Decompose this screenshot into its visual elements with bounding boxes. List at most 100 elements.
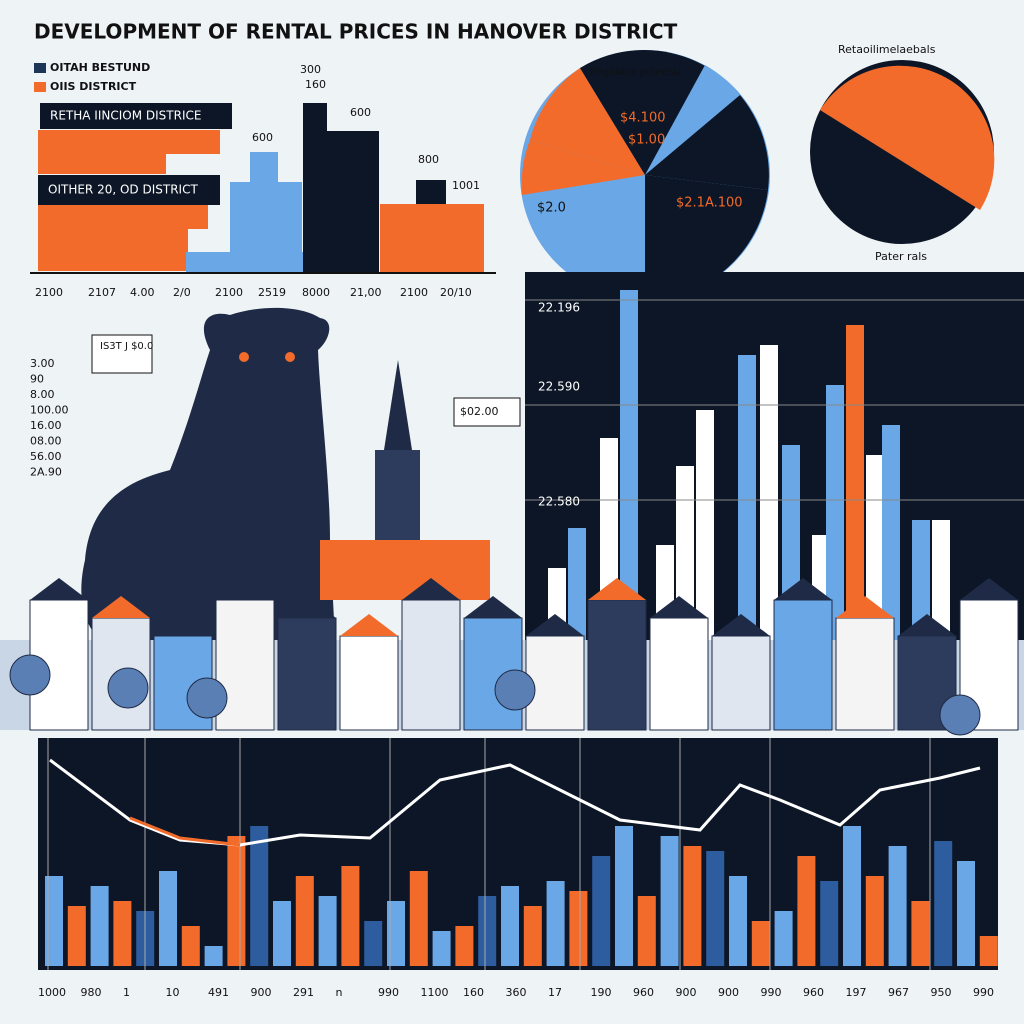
eye [239, 352, 249, 362]
bar-label: 600 [252, 131, 273, 144]
bar-shape [760, 345, 778, 652]
axis-label: 22.590 [538, 380, 580, 394]
slice [580, 49, 645, 175]
bar-shape [888, 846, 907, 966]
x-label: 1 [123, 986, 130, 999]
bar-shape [957, 861, 975, 966]
x-label: 990 [973, 986, 994, 999]
callout-box [91, 334, 153, 374]
x-label: 160 [463, 986, 484, 999]
scale-label: 3.00 [30, 357, 55, 370]
box-label: OITHER 20, OD DISTRICT [48, 183, 198, 197]
bar [38, 229, 188, 249]
bar-shape [204, 946, 223, 966]
roof [154, 614, 212, 636]
bar [186, 252, 304, 272]
roof [836, 596, 894, 618]
x-label: 21,00 [350, 286, 382, 299]
label-box [38, 175, 220, 205]
label-box [40, 103, 232, 129]
x-label: 190 [591, 986, 612, 999]
scale-label: 8.00 [30, 388, 55, 401]
roof [712, 614, 770, 636]
scale-label: 56.00 [30, 450, 62, 463]
tree [186, 677, 228, 719]
bar-shape [409, 871, 428, 966]
bar-panel [30, 63, 496, 274]
bar-shape [113, 901, 132, 966]
bar-shape [592, 856, 611, 966]
bar-shape [637, 896, 656, 966]
scale-label: 16.00 [30, 419, 62, 432]
house [587, 599, 647, 731]
bar-shape [882, 425, 900, 652]
bar-shape [615, 826, 633, 966]
bar-shape [568, 528, 586, 652]
house [711, 635, 771, 731]
x-label: 4.00 [130, 286, 155, 299]
panther [81, 307, 335, 640]
bar-shape [159, 871, 177, 966]
bar-shape [90, 886, 109, 966]
scale-label: 08.00 [30, 435, 62, 448]
bar-shape [341, 866, 360, 966]
bar-shape [751, 921, 770, 966]
x-label: 360 [506, 986, 527, 999]
x-label: 20/10 [440, 286, 472, 299]
tree [9, 654, 51, 696]
axis-label: 22.196 [538, 301, 580, 315]
city [0, 307, 1024, 736]
bar [250, 152, 278, 182]
bar-shape [911, 901, 930, 966]
x-label: 950 [931, 986, 952, 999]
bar-shape [820, 881, 839, 966]
bar-shape [846, 325, 864, 652]
roof [30, 578, 88, 600]
bar-shape [478, 896, 497, 966]
bar-shape [826, 385, 844, 652]
spire [384, 360, 412, 450]
title: DEVELOPMENT OF RENTAL PRICES IN HANOVER … [34, 20, 678, 44]
bar-shape [979, 936, 998, 966]
roof [774, 578, 832, 600]
bar-shape [432, 931, 451, 966]
scale-label: 100.00 [30, 404, 69, 417]
tree [107, 667, 149, 709]
bar-shape [181, 926, 200, 966]
x-label: 967 [888, 986, 909, 999]
legend-swatch [34, 82, 46, 92]
roof [650, 596, 708, 618]
roof [898, 614, 956, 636]
slice [645, 175, 768, 300]
legend-swatch [34, 63, 46, 73]
roof [340, 614, 398, 636]
slice [521, 140, 645, 195]
roof [92, 596, 150, 618]
roof [464, 596, 522, 618]
pie-label: $2.1A.100 [676, 196, 743, 211]
x-label: 960 [633, 986, 654, 999]
eye [285, 352, 295, 362]
bar-shape [797, 856, 816, 966]
bar [380, 204, 484, 230]
bar [38, 130, 220, 154]
house [277, 617, 337, 731]
bar-shape [774, 911, 793, 966]
bar [38, 205, 208, 229]
bar-label: 800 [418, 153, 439, 166]
box-label: RETHA IINCIOM DISTRICE [50, 109, 201, 123]
roof [278, 596, 336, 618]
bar-shape [934, 841, 953, 966]
bar-shape [569, 891, 588, 966]
mid-bars [525, 290, 1024, 652]
bar-shape [273, 901, 291, 966]
bar-shape [45, 876, 63, 966]
callout-box [453, 397, 521, 427]
roof [588, 578, 646, 600]
bar-shape [227, 836, 246, 966]
bar-label: 1001 [452, 179, 480, 192]
bar-label: 300 [300, 63, 321, 76]
house [525, 635, 585, 731]
house [835, 617, 895, 731]
x-label: n [336, 986, 343, 999]
